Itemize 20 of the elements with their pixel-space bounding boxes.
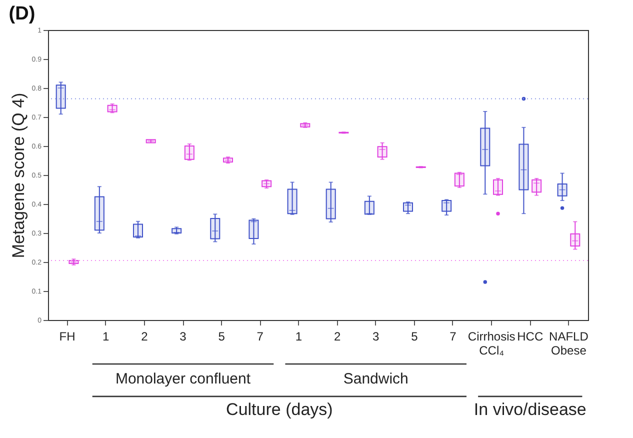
text: Culture (days) — [226, 400, 333, 420]
x-tick-label: 5 — [218, 330, 226, 344]
x-tick-label: Cirrhosis CCl₄ — [468, 330, 516, 358]
x-tick-label: NAFLD Obese — [549, 330, 589, 358]
x-tick-label: FH — [59, 330, 76, 344]
y-axis-title: Metagene score (Q 4) — [8, 92, 28, 258]
x-tick-label: 2 — [334, 330, 341, 344]
x-tick-label: 1 — [102, 330, 110, 344]
text: In vivo/disease — [474, 400, 586, 420]
text: Sandwich — [343, 370, 408, 388]
x-tick-label: 3 — [180, 330, 187, 344]
x-tick-label: 7 — [450, 330, 457, 344]
x-tick-label: 7 — [256, 330, 264, 344]
x-tick-label: 5 — [411, 330, 418, 344]
x-tick-label: 1 — [295, 330, 302, 344]
x-tick-label: 2 — [141, 330, 148, 344]
x-tick-label: 3 — [372, 330, 380, 344]
x-tick-label: HCC — [517, 330, 544, 344]
text: Monolayer confluent — [115, 370, 252, 388]
chart-title: (D) — [8, 4, 36, 24]
